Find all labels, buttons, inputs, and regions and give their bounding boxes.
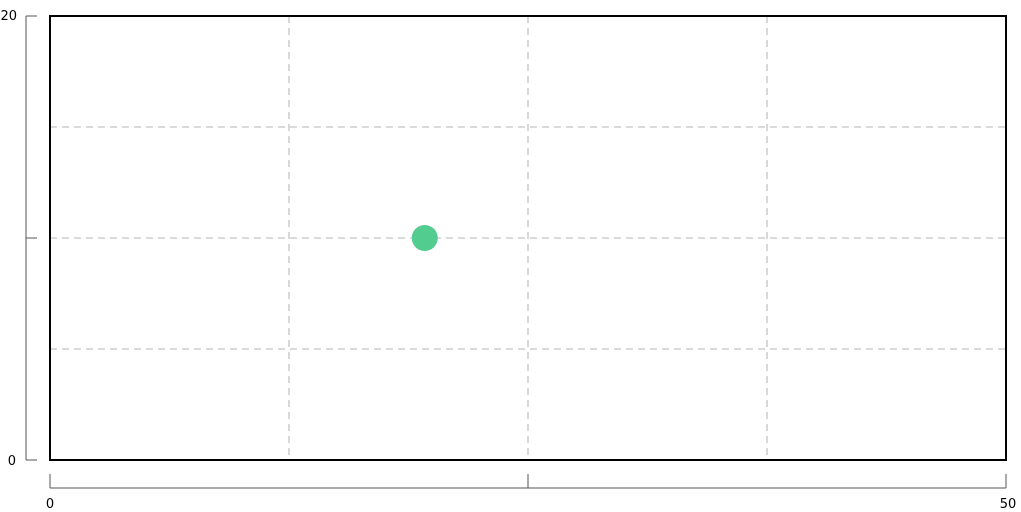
y-tick-label-max: 20 [0, 9, 17, 24]
x-tick-label-min: 0 [46, 497, 54, 512]
x-tick-label-max: 50 [1000, 497, 1017, 512]
y-tick-label-min: 0 [8, 454, 16, 469]
grid-lines [50, 16, 1006, 460]
data-points [411, 225, 438, 251]
x-axis [49, 474, 1007, 489]
y-axis [25, 15, 37, 461]
data-point [411, 225, 438, 251]
plot-frame [49, 15, 1007, 461]
